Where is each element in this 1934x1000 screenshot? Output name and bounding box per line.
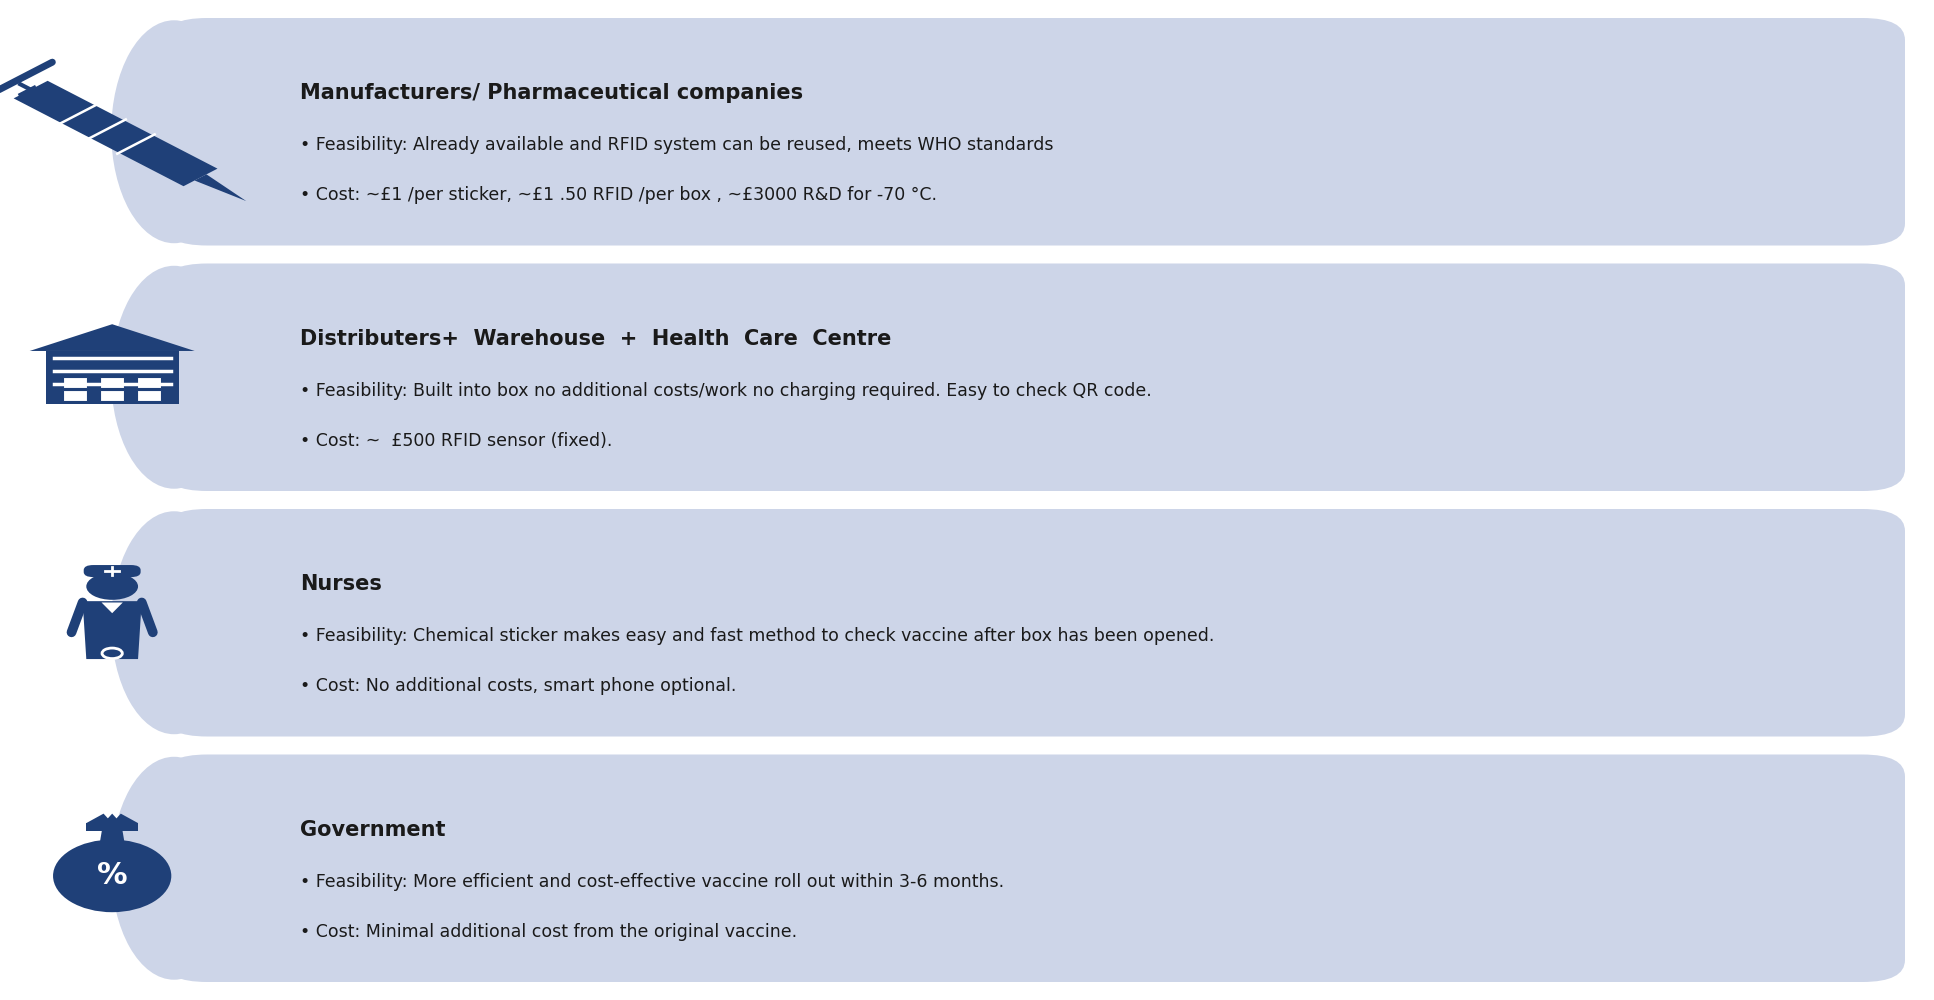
Polygon shape (104, 814, 120, 823)
Polygon shape (101, 377, 124, 388)
Ellipse shape (112, 511, 238, 734)
Text: %: % (97, 861, 128, 890)
Polygon shape (46, 351, 178, 404)
Ellipse shape (52, 840, 172, 912)
Polygon shape (14, 81, 217, 186)
Text: Manufacturers/ Pharmaceutical companies: Manufacturers/ Pharmaceutical companies (300, 83, 803, 103)
FancyBboxPatch shape (164, 509, 1905, 736)
Polygon shape (101, 602, 124, 613)
Text: • Feasibility: Built into box no additional costs/work no charging required. Eas: • Feasibility: Built into box no additio… (300, 382, 1151, 400)
Circle shape (87, 573, 137, 600)
Polygon shape (83, 601, 141, 659)
Ellipse shape (112, 266, 238, 489)
FancyBboxPatch shape (164, 18, 1905, 245)
Text: Government: Government (300, 820, 445, 840)
Text: Nurses: Nurses (300, 574, 381, 594)
Text: • Cost: No additional costs, smart phone optional.: • Cost: No additional costs, smart phone… (300, 677, 737, 695)
Polygon shape (29, 324, 195, 351)
Polygon shape (137, 377, 161, 388)
Polygon shape (87, 823, 137, 831)
FancyBboxPatch shape (164, 754, 1905, 982)
Text: • Cost: ~£1 /per sticker, ~£1 .50 RFID /per box , ~£3000 R&D for -70 °C.: • Cost: ~£1 /per sticker, ~£1 .50 RFID /… (300, 186, 936, 204)
Polygon shape (101, 390, 124, 401)
FancyBboxPatch shape (164, 264, 1905, 491)
Polygon shape (64, 390, 87, 401)
Polygon shape (137, 390, 161, 401)
Text: • Feasibility: More efficient and cost-effective vaccine roll out within 3-6 mon: • Feasibility: More efficient and cost-e… (300, 873, 1004, 891)
Polygon shape (112, 814, 137, 823)
Text: • Cost: ~  £500 RFID sensor (fixed).: • Cost: ~ £500 RFID sensor (fixed). (300, 432, 613, 450)
Polygon shape (87, 814, 112, 823)
Text: • Cost: Minimal additional cost from the original vaccine.: • Cost: Minimal additional cost from the… (300, 923, 797, 941)
Ellipse shape (112, 757, 238, 980)
Text: • Feasibility: Already available and RFID system can be reused, meets WHO standa: • Feasibility: Already available and RFI… (300, 136, 1054, 154)
Ellipse shape (112, 20, 238, 243)
Polygon shape (195, 174, 246, 201)
Text: • Feasibility: Chemical sticker makes easy and fast method to check vaccine afte: • Feasibility: Chemical sticker makes ea… (300, 627, 1215, 645)
FancyBboxPatch shape (83, 565, 141, 577)
Polygon shape (99, 831, 126, 846)
Polygon shape (64, 377, 87, 388)
Text: Distributers+  Warehouse  +  Health  Care  Centre: Distributers+ Warehouse + Health Care Ce… (300, 329, 892, 349)
